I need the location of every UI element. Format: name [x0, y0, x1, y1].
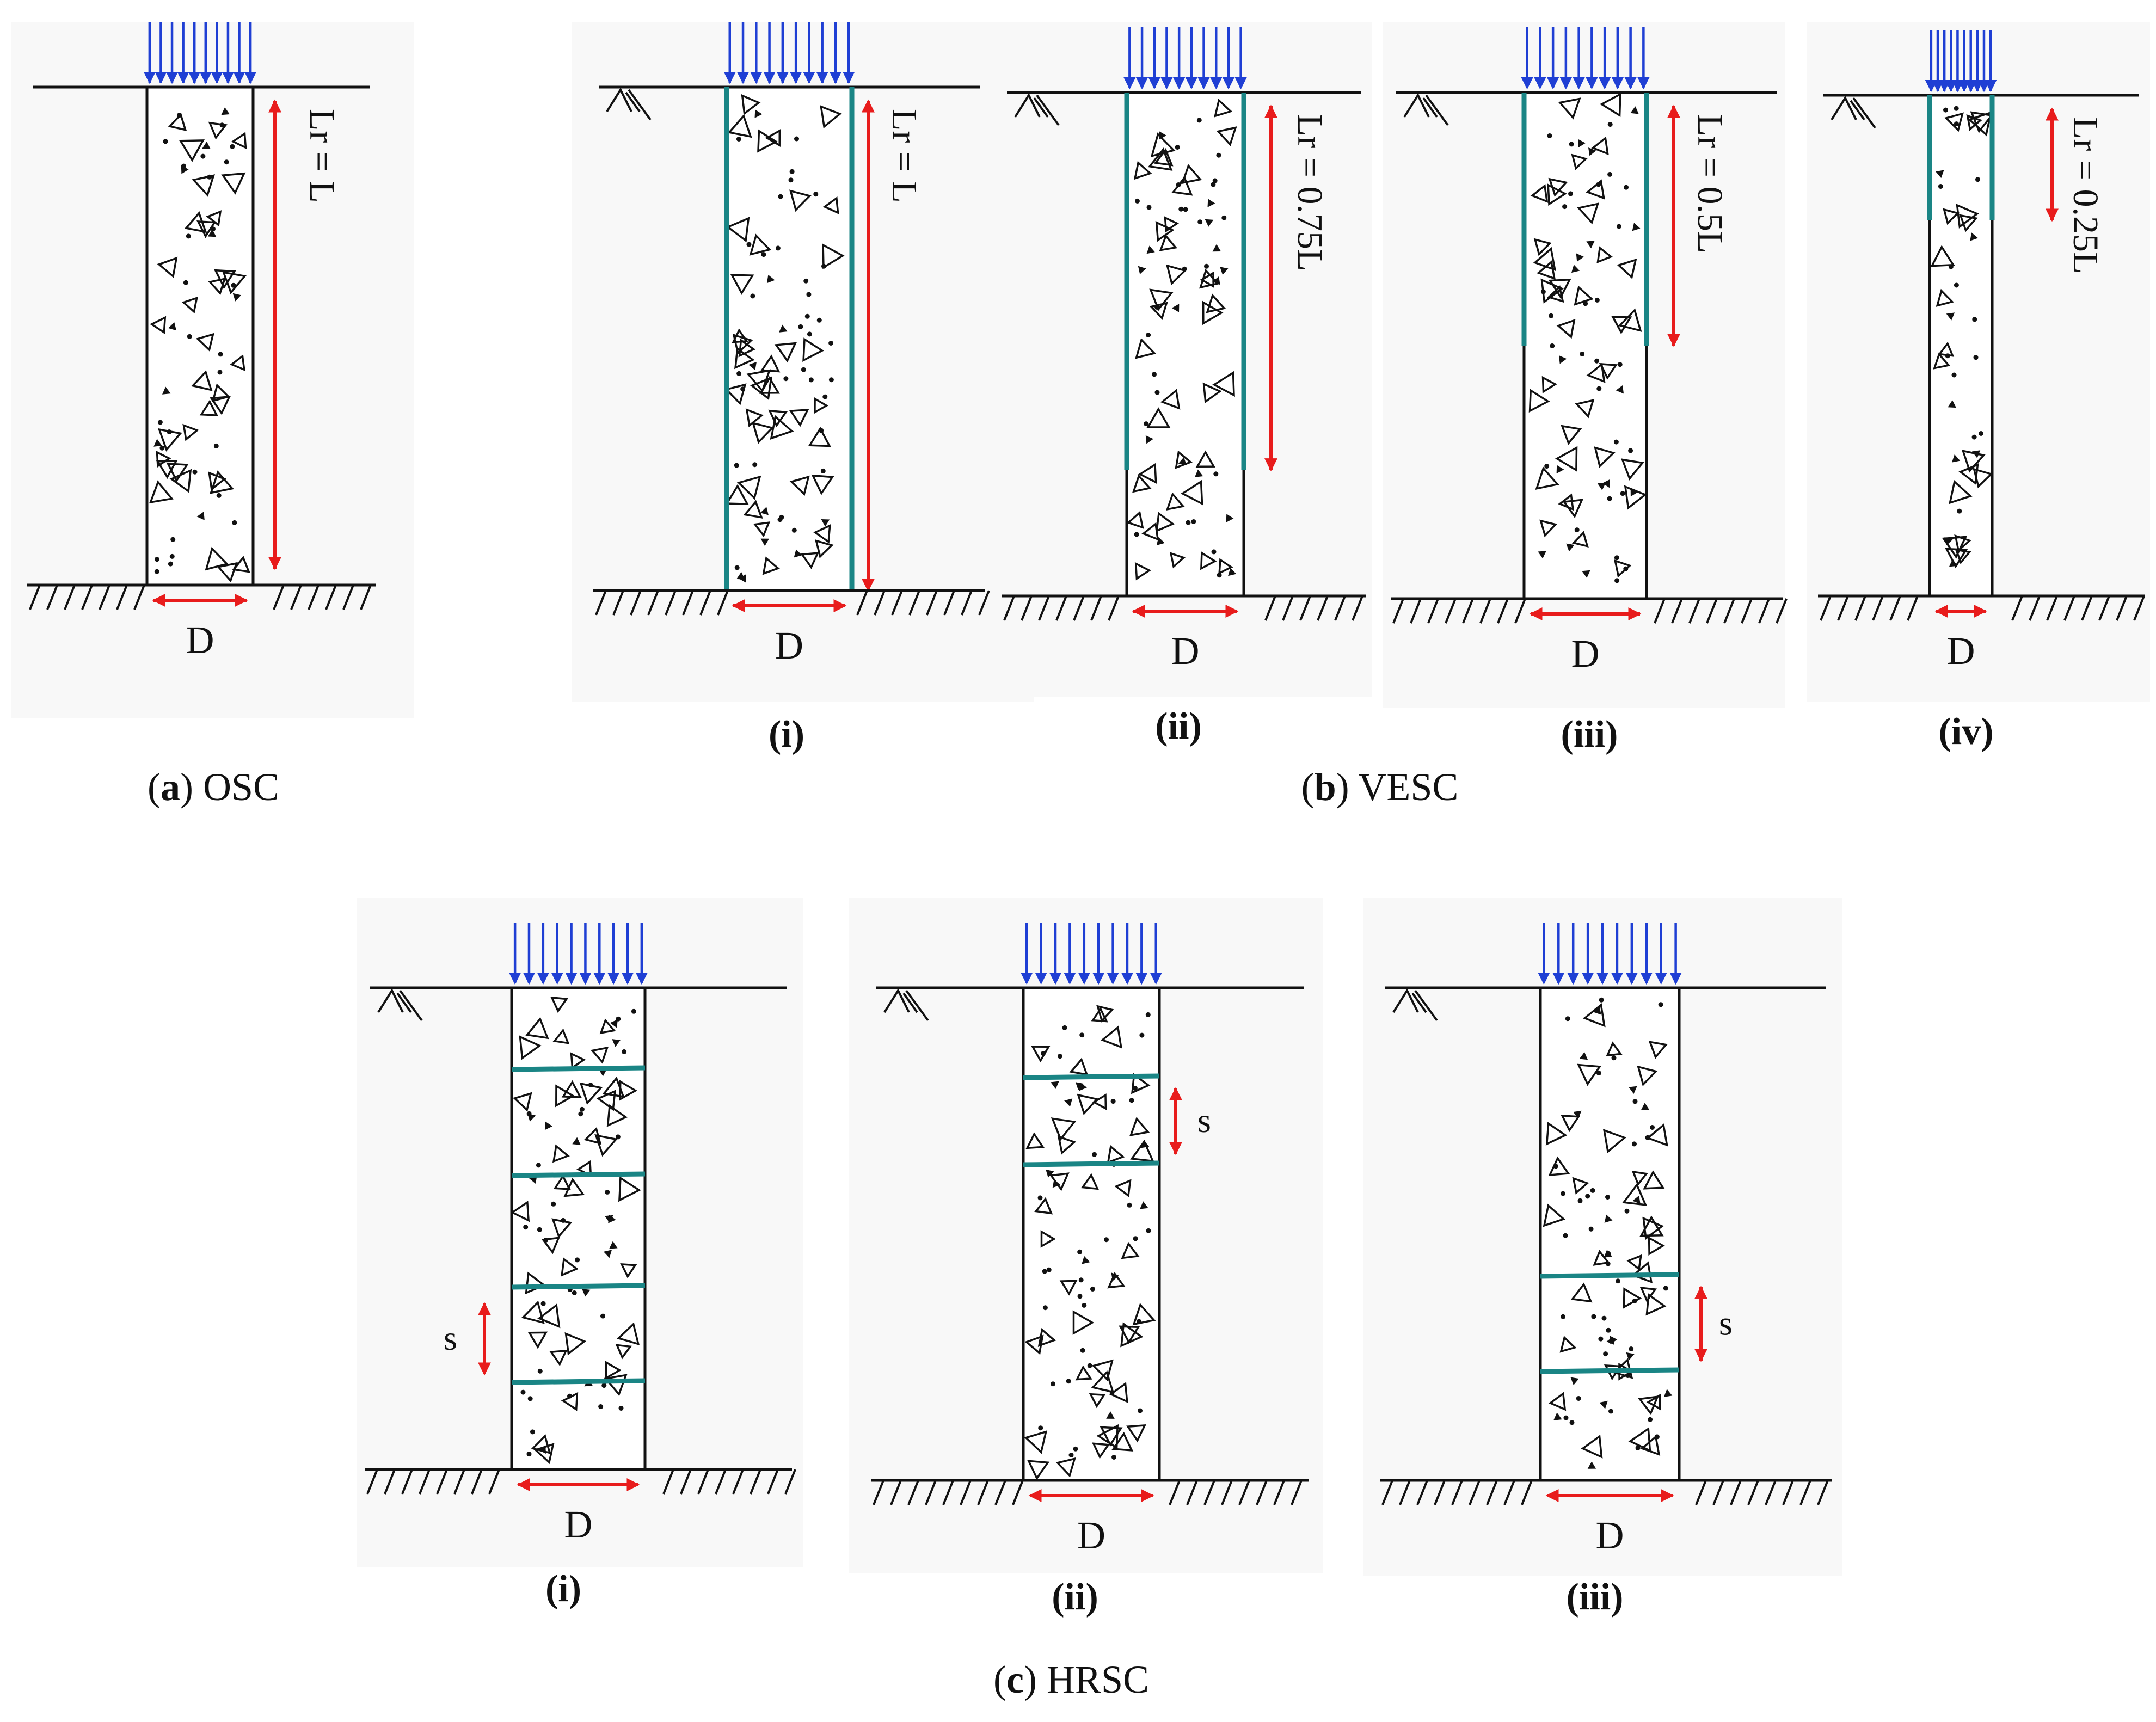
stone-column: [1928, 94, 1994, 598]
length-label: Lr = 0.5L: [1690, 114, 1730, 253]
stone-column: [145, 85, 255, 587]
stone-column: [1539, 986, 1681, 1482]
horizontal-reinforcement-layer: [1023, 1073, 1160, 1080]
base-hatch: [595, 590, 990, 616]
caption-c: (c) HRSC: [993, 1658, 1150, 1701]
spacing-label: s: [1197, 1101, 1211, 1140]
base-hatch: [873, 1480, 1303, 1505]
aggregate-pattern: [1024, 1005, 1156, 1480]
aggregate-pattern: [1543, 997, 1673, 1469]
caption-c-letter: c: [1006, 1658, 1024, 1701]
diameter-label: D: [1077, 1514, 1105, 1557]
sublabel-c-ii: (ii): [1052, 1576, 1098, 1618]
panel-b-ii: Lr = 0.75L D: [1002, 22, 1372, 697]
caption-a-letter: a: [160, 765, 180, 809]
diameter-label: D: [564, 1503, 593, 1546]
aggregate-pattern: [1528, 93, 1648, 583]
diameter-label: D: [1596, 1514, 1624, 1557]
horizontal-reinforcement-layer: [511, 1283, 646, 1290]
ground-hatch-symbol: [1392, 988, 1438, 1022]
caption-b-letter: b: [1314, 765, 1336, 809]
panel-b-iii: Lr = 0.5L D: [1383, 22, 1788, 708]
aggregate-pattern: [1126, 98, 1237, 581]
ground-hatch-symbol: [606, 87, 652, 121]
base-hatch: [1381, 1480, 1829, 1505]
length-label: Lr = 0.25L: [2066, 117, 2105, 274]
caption-b-text: VESC: [1358, 765, 1459, 809]
sublabel-b-iii: (iii): [1561, 714, 1618, 755]
base-hatch: [366, 1469, 796, 1495]
length-label: Lr = L: [884, 109, 924, 203]
stone-column: [1522, 91, 1648, 600]
length-label: Lr = 0.75L: [1290, 114, 1330, 271]
aggregate-pattern: [724, 94, 845, 583]
panel-b-iv: Lr = 0.25L D: [1807, 22, 2150, 702]
panel-c-iii: sD: [1363, 898, 1842, 1576]
base-hatch: [1820, 595, 2145, 621]
aggregate-pattern: [1930, 106, 1994, 569]
sublabel-c-i: (i): [545, 1568, 582, 1610]
diameter-label: D: [1171, 629, 1200, 673]
spacing-label: s: [444, 1319, 457, 1357]
diameter-label: D: [775, 624, 803, 667]
base-hatch: [1392, 598, 1788, 624]
base-hatch: [29, 585, 372, 610]
sublabel-b-i: (i): [768, 714, 805, 755]
sublabel-b-iv: (iv): [1938, 711, 1994, 753]
spacing-label: s: [1719, 1304, 1733, 1343]
ground-hatch-symbol: [1403, 93, 1449, 126]
length-label: Lr = L: [302, 109, 342, 203]
ground-hatch-symbol: [1014, 93, 1060, 126]
horizontal-reinforcement-layer: [511, 1171, 646, 1178]
aggregate-pattern: [149, 107, 250, 583]
horizontal-reinforcement-layer: [1023, 1160, 1160, 1167]
ground-hatch-symbol: [883, 988, 929, 1022]
panel-c-i: sD: [357, 898, 803, 1567]
caption-c-text: HRSC: [1046, 1658, 1150, 1701]
caption-b: (b) VESC: [1301, 765, 1459, 809]
horizontal-reinforcement-layer: [511, 1065, 646, 1072]
horizontal-reinforcement-layer: [1540, 1272, 1680, 1279]
panel-a: Lr = L D: [11, 22, 414, 718]
diameter-label: D: [1571, 632, 1600, 675]
base-hatch: [1003, 595, 1363, 621]
horizontal-reinforcement-layer: [1540, 1367, 1680, 1374]
panel-b-i: Lr = L D: [572, 22, 1034, 702]
ground-hatch-symbol: [377, 988, 423, 1022]
caption-a: (a) OSC: [147, 765, 280, 809]
diameter-label: D: [1947, 629, 1975, 673]
caption-a-text: OSC: [202, 765, 280, 809]
sublabel-c-iii: (iii): [1566, 1576, 1624, 1618]
diameter-label: D: [186, 618, 214, 662]
aggregate-pattern: [510, 996, 641, 1465]
panel-c-ii: sD: [849, 898, 1323, 1573]
horizontal-reinforcement-layer: [511, 1378, 646, 1385]
sublabel-b-ii: (ii): [1155, 705, 1202, 747]
ground-hatch-symbol: [1831, 95, 1876, 129]
